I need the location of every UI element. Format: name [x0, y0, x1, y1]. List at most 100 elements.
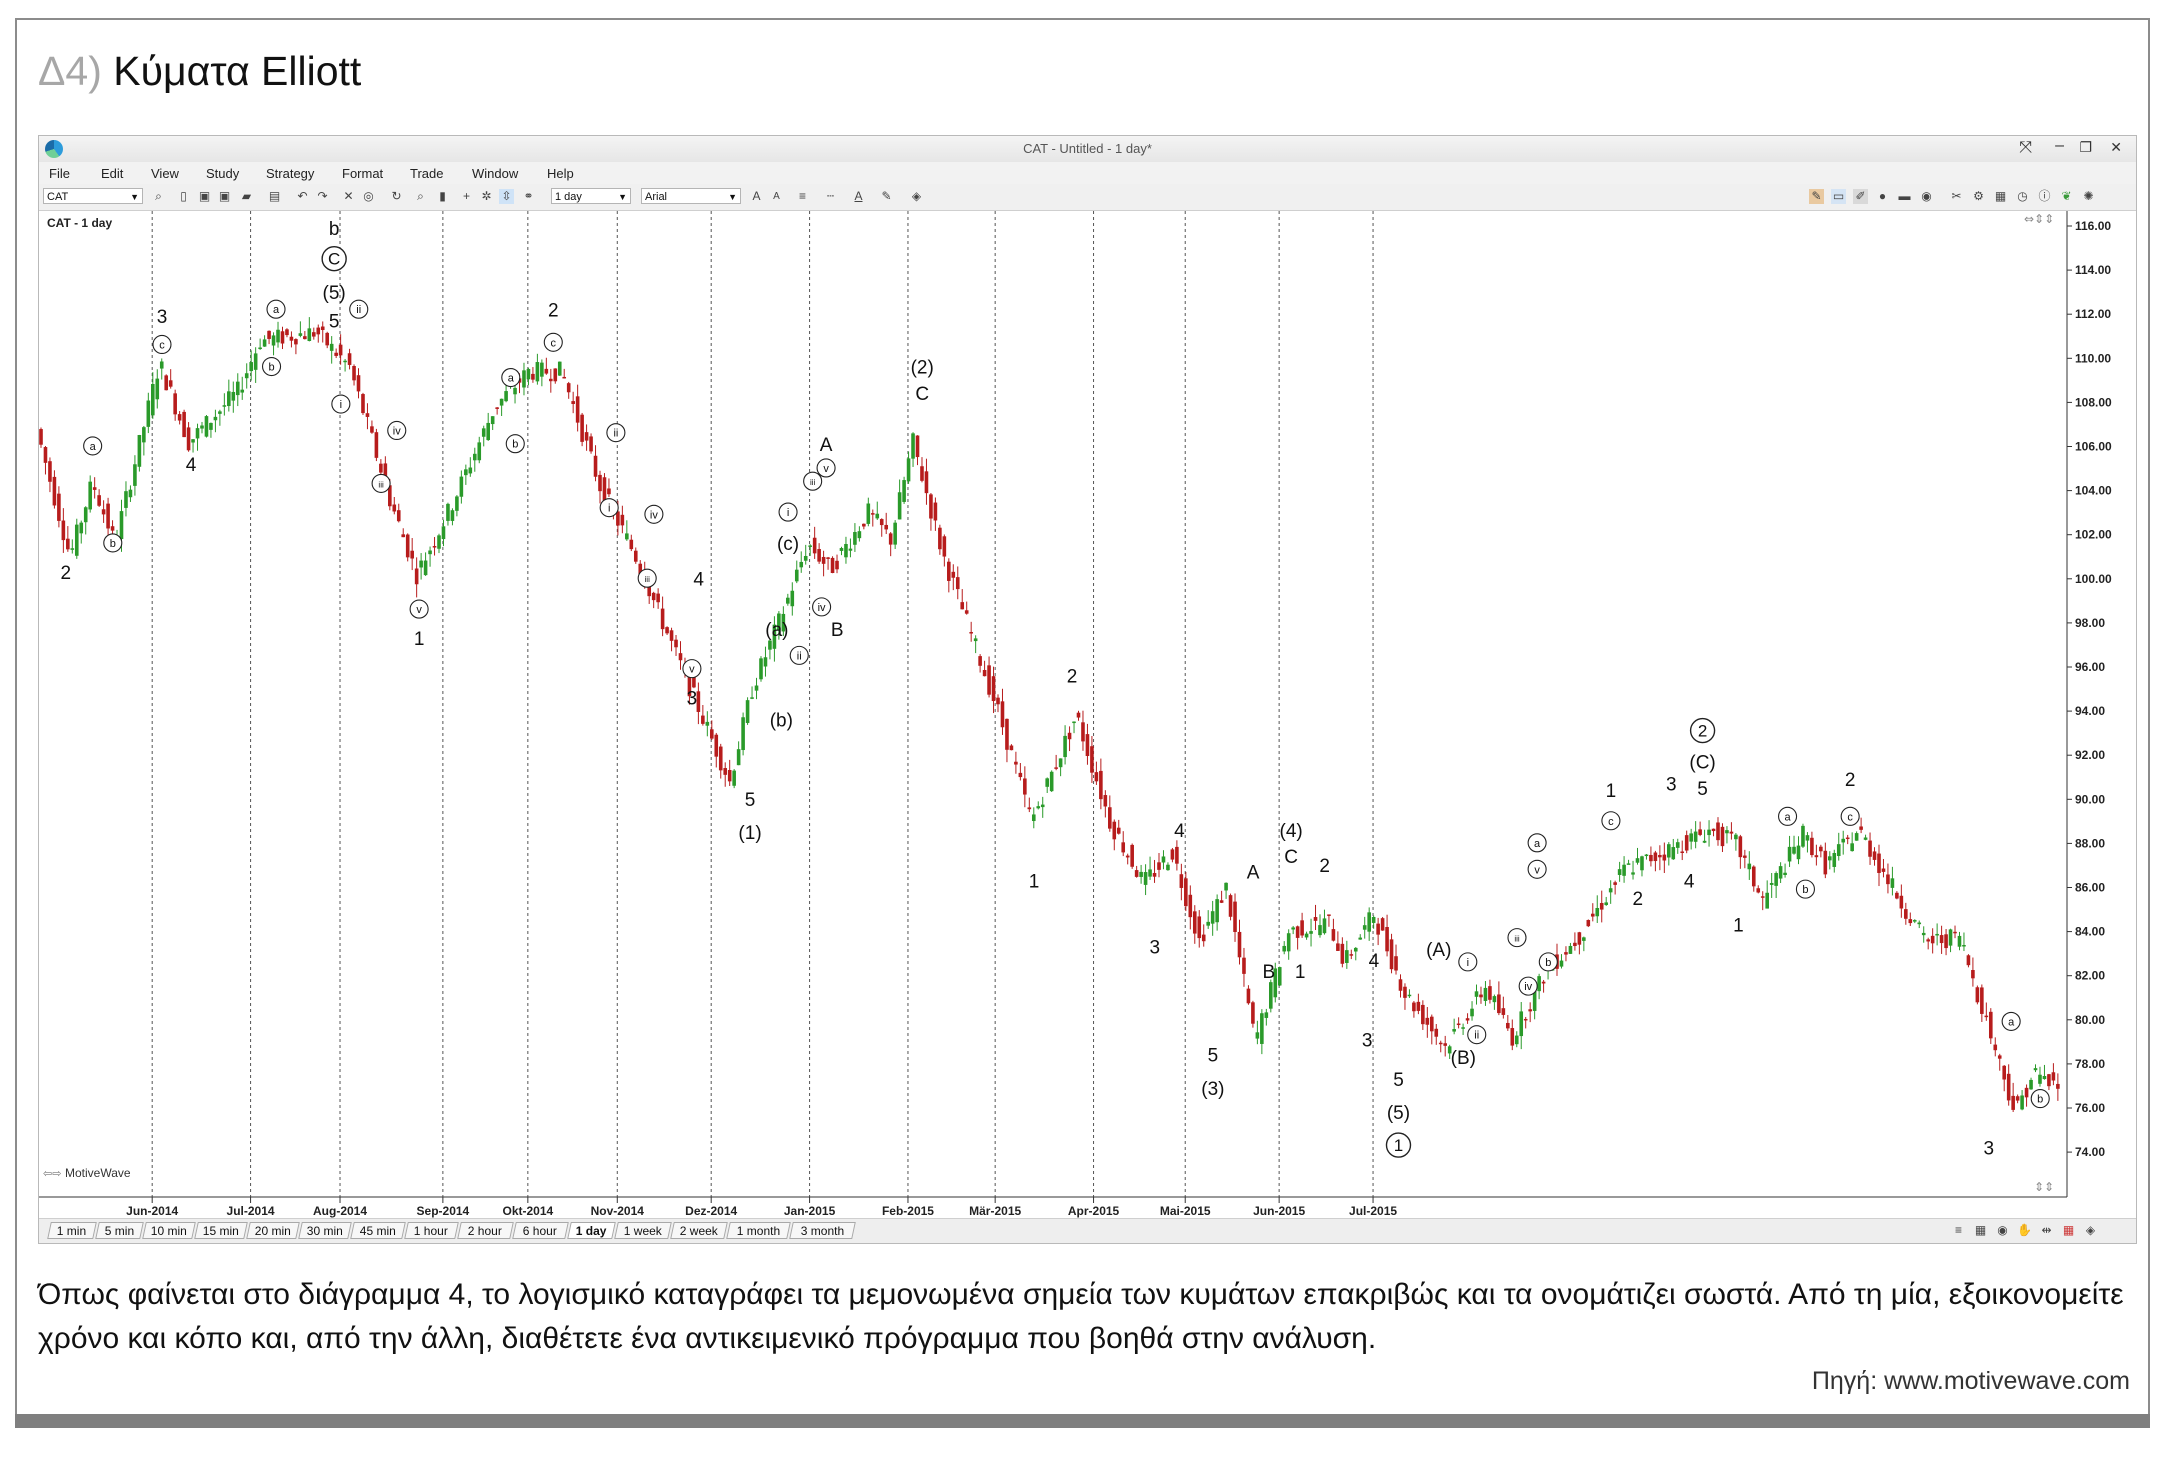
line-style-icon[interactable]: ≡ [798, 189, 806, 203]
crosshair-tool-icon[interactable]: ✕ [343, 189, 354, 203]
hand-icon[interactable]: ✋ [2017, 1223, 2032, 1237]
font-select[interactable]: Arial ▼ [641, 188, 741, 204]
chart-scroll-icon[interactable]: ⇕⇕ [2034, 1180, 2054, 1194]
menu-edit[interactable]: Edit [101, 166, 124, 181]
pen-color-icon[interactable]: ✎ [881, 189, 892, 203]
candle-body [1273, 968, 1278, 998]
chart-settings-icon[interactable]: ▦ [1974, 1223, 1987, 1237]
new-document-icon[interactable]: ▯ [180, 189, 187, 203]
camera-icon[interactable]: ◈ [2085, 1223, 2096, 1237]
line-dash-icon[interactable]: ┄ [826, 189, 835, 203]
candle-body [1850, 843, 1854, 852]
tab-10-min[interactable]: 10 min [142, 1222, 196, 1239]
tab-1-min[interactable]: 1 min [47, 1222, 97, 1239]
menu-strategy[interactable]: Strategy [266, 166, 315, 181]
comment-icon[interactable]: ▭ [1831, 189, 1846, 204]
list-icon[interactable]: ≡ [1954, 1223, 1962, 1237]
candle-body [1510, 1028, 1515, 1046]
tab-5-min[interactable]: 5 min [95, 1222, 144, 1239]
fit-icon[interactable]: ⇳ [499, 189, 514, 204]
pencil-tool-icon[interactable]: ✐ [1853, 189, 1868, 204]
text-color-icon[interactable]: A [854, 189, 863, 203]
tab-1-day[interactable]: 1 day [567, 1222, 616, 1239]
candle-body [647, 587, 651, 597]
frame-bottom-bar [15, 1414, 2150, 1428]
menu-help[interactable]: Help [547, 166, 574, 181]
candle-body [106, 503, 110, 529]
wave-label-text: v [823, 463, 829, 475]
wave-label-text: 3 [1666, 774, 1677, 795]
font-larger-icon[interactable]: A [752, 189, 761, 203]
save-as-icon[interactable]: ▣ [218, 189, 231, 203]
link-icon[interactable]: ⚭ [523, 189, 534, 203]
tab-45-min[interactable]: 45 min [350, 1222, 406, 1239]
wrench-icon[interactable]: ✂ [1951, 189, 1962, 203]
draw-tool-icon[interactable]: ✎ [1809, 189, 1824, 204]
eye-icon[interactable]: ◉ [1997, 1223, 2008, 1237]
close-icon[interactable]: ✕ [2110, 139, 2122, 155]
globe-icon[interactable]: ◉ [1921, 189, 1932, 203]
restore-icon[interactable]: ❐ [2079, 139, 2092, 155]
minimize-icon[interactable]: – [2055, 137, 2064, 154]
tab-2-week[interactable]: 2 week [670, 1222, 728, 1239]
tab-20-min[interactable]: 20 min [246, 1222, 300, 1239]
fullscreen-icon[interactable]: ⤧ [2019, 139, 2032, 156]
menu-format[interactable]: Format [342, 166, 384, 181]
menu-view[interactable]: View [151, 166, 179, 181]
tab-1-month[interactable]: 1 month [726, 1222, 791, 1239]
menu-window[interactable]: Window [472, 166, 519, 181]
font-smaller-icon[interactable]: A [773, 191, 780, 202]
wave-label-circle [1689, 717, 1716, 744]
interval-select[interactable]: 1 day ▼ [551, 188, 631, 204]
zoom-tool-icon[interactable]: ◎ [363, 189, 374, 203]
chart-nav-icon[interactable]: ⇔⇕⇕ [2024, 212, 2054, 226]
menu-file[interactable]: File [49, 166, 70, 181]
candle-body [472, 453, 477, 461]
tab-2-hour[interactable]: 2 hour [457, 1222, 514, 1239]
clock-icon[interactable]: ◷ [2017, 189, 2028, 203]
redo-icon[interactable]: ↷ [317, 189, 328, 203]
candle-body [1304, 933, 1309, 938]
candle-body [1045, 778, 1049, 787]
info-icon[interactable]: ⓘ [2038, 189, 2051, 203]
chevron-down-icon: ▼ [618, 192, 627, 202]
tab-6-hour[interactable]: 6 hour [512, 1222, 569, 1239]
tab-label: 1 week [623, 1224, 662, 1238]
settings-icon[interactable]: ⚙ [1973, 189, 1984, 203]
candle-type-icon[interactable]: ▮ [439, 189, 446, 203]
tab-3-month[interactable]: 3 month [789, 1222, 856, 1239]
grid-icon[interactable]: ▦ [1994, 189, 2007, 203]
fill-color-icon[interactable]: ◈ [911, 189, 922, 203]
candle-body [1246, 988, 1251, 1004]
candle-body [1769, 882, 1774, 885]
save-icon[interactable]: ▣ [198, 189, 211, 203]
magnifier-icon[interactable]: ⌕ [417, 189, 424, 203]
x-tick-label: Jun-2014 [126, 1204, 178, 1218]
gear-icon[interactable]: ✺ [2083, 189, 2094, 203]
print-icon[interactable]: ▤ [268, 189, 281, 203]
leaf-icon[interactable]: ❦ [2061, 189, 2072, 203]
sparkle-icon[interactable]: ✲ [481, 189, 492, 203]
message-icon[interactable]: ▬ [1898, 189, 1911, 203]
candle-body [423, 560, 428, 576]
refresh-icon[interactable]: ↻ [391, 189, 402, 203]
symbol-select[interactable]: CAT ▼ [43, 188, 143, 204]
tab-30-min[interactable]: 30 min [298, 1222, 352, 1239]
wave-label-text: a [273, 304, 280, 316]
tab-1-week[interactable]: 1 week [614, 1222, 672, 1239]
search-icon[interactable]: ⌕ [155, 189, 162, 203]
pan-arrows-icon[interactable]: ⇦⇨ [43, 1168, 61, 1180]
wave-label: (5) [323, 283, 346, 304]
menu-trade[interactable]: Trade [410, 166, 444, 181]
wave-label: 3 [687, 688, 698, 709]
tab-1-hour[interactable]: 1 hour [404, 1222, 459, 1239]
open-folder-icon[interactable]: ▰ [241, 189, 252, 203]
calendar-icon[interactable]: ▦ [2062, 1223, 2075, 1237]
add-icon[interactable]: + [462, 189, 470, 203]
palette-icon[interactable]: ● [1878, 189, 1887, 203]
tab-15-min[interactable]: 15 min [194, 1222, 248, 1239]
menu-study[interactable]: Study [206, 166, 240, 181]
undo-icon[interactable]: ↶ [297, 189, 308, 203]
range-icon[interactable]: ⇹ [2041, 1223, 2052, 1237]
